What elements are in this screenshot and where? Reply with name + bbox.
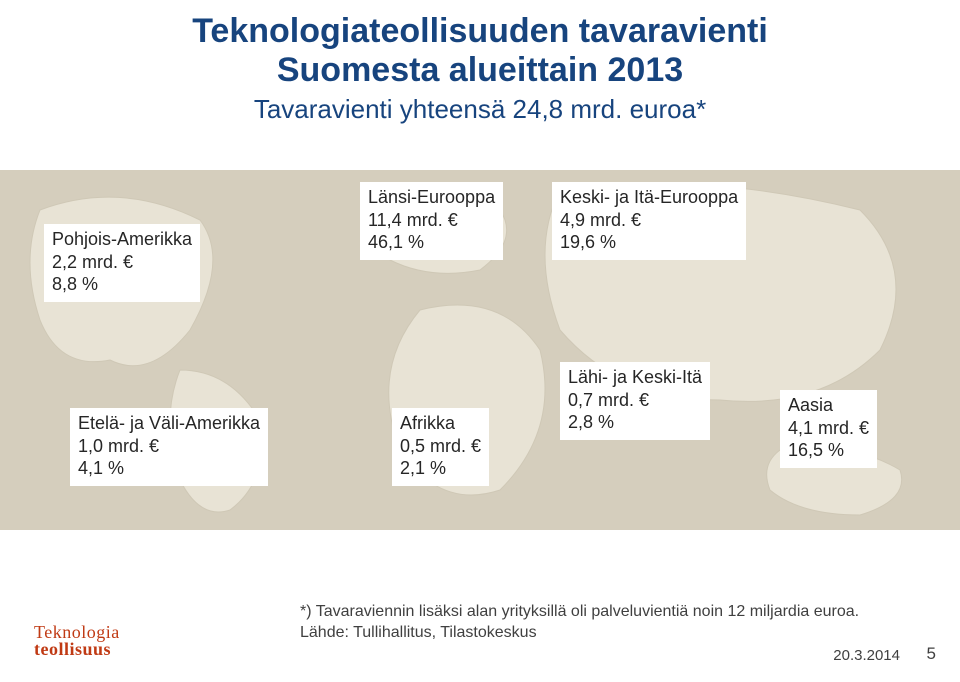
region-value: 4,9 mrd. €	[560, 209, 738, 232]
region-percent: 2,1 %	[400, 457, 481, 480]
page-number: 5	[927, 644, 936, 664]
region-value: 0,5 mrd. €	[400, 435, 481, 458]
region-percent: 2,8 %	[568, 411, 702, 434]
region-label-etela_vali_amerikka: Etelä- ja Väli-Amerikka1,0 mrd. €4,1 %	[70, 408, 268, 486]
subtitle: Tavaravienti yhteensä 24,8 mrd. euroa*	[0, 94, 960, 125]
region-label-lansi_eurooppa: Länsi-Eurooppa11,4 mrd. €46,1 %	[360, 182, 503, 260]
brand-logo: Teknologia teollisuus	[34, 624, 120, 658]
region-percent: 19,6 %	[560, 231, 738, 254]
region-name: Pohjois-Amerikka	[52, 228, 192, 251]
region-name: Lähi- ja Keski-Itä	[568, 366, 702, 389]
title-block: Teknologiateollisuuden tavaravienti Suom…	[0, 12, 960, 125]
region-name: Aasia	[788, 394, 869, 417]
region-percent: 8,8 %	[52, 273, 192, 296]
logo-line-2: teollisuus	[34, 641, 120, 658]
region-percent: 4,1 %	[78, 457, 260, 480]
region-label-lahi_keski_ita: Lähi- ja Keski-Itä0,7 mrd. €2,8 %	[560, 362, 710, 440]
footnote-line-2: Lähde: Tullihallitus, Tilastokeskus	[300, 623, 859, 644]
region-label-aasia: Aasia4,1 mrd. €16,5 %	[780, 390, 877, 468]
footnote: *) Tavaraviennin lisäksi alan yrityksill…	[300, 602, 859, 644]
title-line-2: Suomesta alueittain 2013	[0, 51, 960, 90]
slide-root: Teknologiateollisuuden tavaravienti Suom…	[0, 0, 960, 682]
title-line-1: Teknologiateollisuuden tavaravienti	[0, 12, 960, 51]
date-stamp: 20.3.2014	[833, 647, 900, 664]
footnote-line-1: *) Tavaraviennin lisäksi alan yrityksill…	[300, 602, 859, 623]
region-label-afrikka: Afrikka0,5 mrd. €2,1 %	[392, 408, 489, 486]
region-label-keski_ita_eurooppa: Keski- ja Itä-Eurooppa4,9 mrd. €19,6 %	[552, 182, 746, 260]
region-value: 1,0 mrd. €	[78, 435, 260, 458]
region-name: Etelä- ja Väli-Amerikka	[78, 412, 260, 435]
region-value: 2,2 mrd. €	[52, 251, 192, 274]
footer: Teknologia teollisuus *) Tavaraviennin l…	[0, 592, 960, 682]
region-name: Länsi-Eurooppa	[368, 186, 495, 209]
region-percent: 16,5 %	[788, 439, 869, 462]
region-name: Afrikka	[400, 412, 481, 435]
region-name: Keski- ja Itä-Eurooppa	[560, 186, 738, 209]
region-value: 0,7 mrd. €	[568, 389, 702, 412]
region-percent: 46,1 %	[368, 231, 495, 254]
region-value: 4,1 mrd. €	[788, 417, 869, 440]
region-label-pohjois_amerikka: Pohjois-Amerikka2,2 mrd. €8,8 %	[44, 224, 200, 302]
region-value: 11,4 mrd. €	[368, 209, 495, 232]
world-map: Pohjois-Amerikka2,2 mrd. €8,8 % Länsi-Eur…	[0, 170, 960, 530]
